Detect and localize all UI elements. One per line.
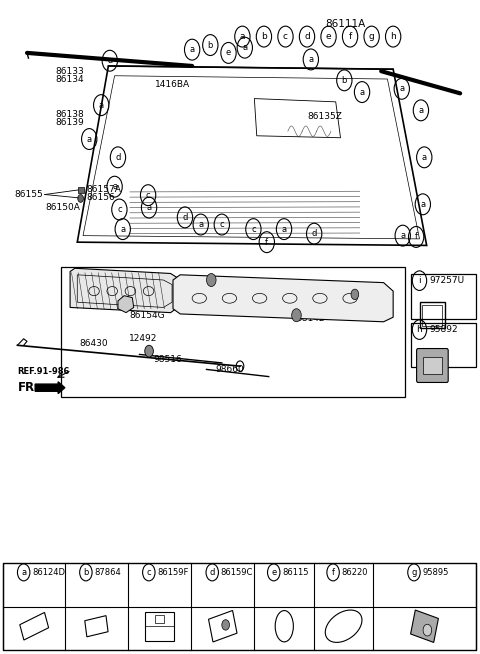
Text: g: g	[369, 32, 374, 41]
Polygon shape	[173, 275, 393, 322]
Text: 86159F: 86159F	[157, 568, 189, 577]
Circle shape	[423, 625, 432, 636]
Text: 86157A: 86157A	[86, 186, 121, 194]
Circle shape	[292, 309, 301, 322]
Polygon shape	[70, 268, 178, 313]
Text: f: f	[265, 237, 268, 247]
FancyBboxPatch shape	[423, 357, 442, 374]
Text: d: d	[304, 32, 310, 41]
FancyBboxPatch shape	[417, 349, 448, 383]
Text: 95892: 95892	[430, 325, 458, 334]
Text: 86115: 86115	[282, 568, 309, 577]
Text: 1463AA: 1463AA	[344, 292, 380, 301]
Text: g: g	[411, 568, 417, 577]
Text: a: a	[308, 55, 313, 64]
Text: REF.91-986: REF.91-986	[18, 367, 70, 376]
Text: i: i	[418, 276, 421, 285]
Text: a: a	[21, 568, 26, 577]
Text: a: a	[120, 224, 125, 233]
FancyBboxPatch shape	[78, 187, 84, 192]
Text: a: a	[99, 101, 104, 110]
Text: a: a	[422, 153, 427, 162]
Text: h: h	[417, 325, 422, 334]
Text: a: a	[360, 88, 365, 97]
Text: a: a	[400, 231, 405, 240]
Text: 12492: 12492	[129, 334, 157, 343]
Text: 86150A: 86150A	[46, 203, 80, 212]
Text: a: a	[198, 220, 204, 229]
Text: c: c	[117, 205, 122, 214]
Text: a: a	[190, 45, 195, 54]
Text: a: a	[399, 84, 404, 94]
Text: a: a	[146, 203, 152, 212]
Text: b: b	[261, 32, 267, 41]
Text: FR.: FR.	[17, 381, 39, 394]
Text: b: b	[342, 76, 347, 85]
Circle shape	[206, 273, 216, 286]
Text: c: c	[283, 32, 288, 41]
Text: 1416BA: 1416BA	[156, 80, 191, 89]
Text: 86133: 86133	[56, 67, 84, 76]
Text: a: a	[419, 106, 423, 115]
Text: 86220: 86220	[342, 568, 368, 577]
Text: e: e	[271, 568, 276, 577]
Text: c: c	[146, 568, 151, 577]
Text: a: a	[107, 56, 112, 65]
Text: 86430: 86430	[80, 339, 108, 348]
Text: e: e	[326, 32, 331, 41]
Text: 98142: 98142	[297, 314, 325, 323]
Text: 86124D: 86124D	[32, 568, 65, 577]
Text: f: f	[348, 32, 352, 41]
Text: 86135Z: 86135Z	[308, 112, 343, 122]
Text: 86138: 86138	[56, 111, 84, 120]
Text: a: a	[420, 200, 425, 209]
FancyArrow shape	[35, 382, 65, 394]
Text: b: b	[208, 41, 213, 50]
Text: c: c	[251, 224, 256, 233]
Text: 87864: 87864	[95, 568, 121, 577]
Text: 98516: 98516	[153, 355, 181, 364]
Circle shape	[78, 194, 84, 202]
Text: 86134: 86134	[56, 75, 84, 84]
Text: 98142: 98142	[240, 282, 268, 291]
Text: f: f	[415, 232, 418, 241]
Polygon shape	[410, 610, 438, 642]
Text: d: d	[115, 153, 120, 162]
Text: a: a	[281, 224, 287, 233]
Text: 86139: 86139	[56, 118, 84, 128]
Text: 97257U: 97257U	[430, 276, 465, 285]
Text: a: a	[87, 135, 92, 143]
Text: b: b	[83, 568, 89, 577]
Text: h: h	[390, 32, 396, 41]
Text: e: e	[226, 48, 231, 58]
Text: d: d	[210, 568, 215, 577]
Text: 86156: 86156	[86, 194, 115, 202]
Text: f: f	[332, 568, 335, 577]
Text: c: c	[146, 191, 150, 199]
Text: d: d	[312, 229, 317, 238]
Text: 98660: 98660	[215, 365, 244, 374]
Circle shape	[222, 620, 229, 630]
Polygon shape	[118, 296, 134, 313]
Circle shape	[145, 345, 154, 357]
Text: a: a	[242, 43, 247, 52]
Text: 86155: 86155	[14, 190, 43, 199]
Text: 86154G: 86154G	[129, 311, 165, 320]
Text: 95895: 95895	[422, 568, 449, 577]
Text: c: c	[219, 220, 224, 229]
Text: d: d	[182, 213, 188, 222]
Text: a: a	[112, 182, 117, 191]
Text: a: a	[240, 32, 245, 41]
Circle shape	[351, 289, 359, 300]
Text: 86111A: 86111A	[325, 18, 365, 29]
Text: 86159C: 86159C	[221, 568, 253, 577]
